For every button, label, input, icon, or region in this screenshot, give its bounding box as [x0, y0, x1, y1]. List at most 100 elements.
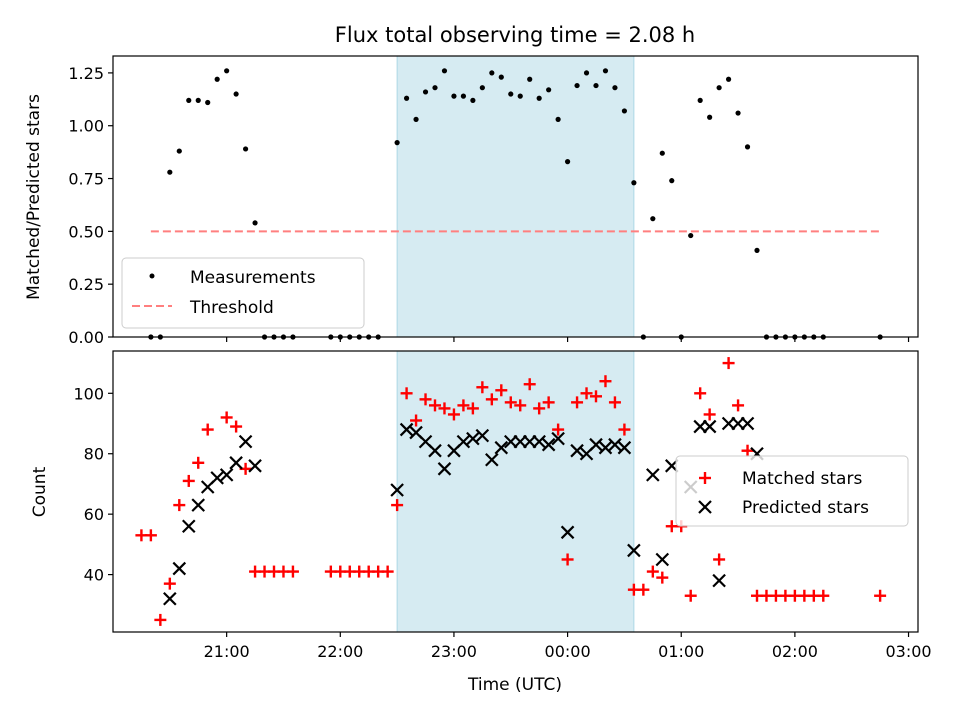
measurement-point — [546, 87, 552, 93]
measurement-point — [451, 93, 457, 99]
legend-matched-marker — [699, 472, 711, 484]
top-legend: Measurements Threshold — [121, 257, 365, 329]
matched-star-point — [504, 396, 517, 409]
matched-star-point — [542, 396, 555, 409]
matched-star-point — [684, 589, 697, 602]
matched-star-point — [154, 613, 167, 626]
matched-star-point — [400, 387, 413, 400]
measurement-point — [186, 97, 192, 103]
measurement-point — [650, 216, 656, 222]
measurement-point — [441, 68, 448, 74]
matched-star-point — [144, 529, 157, 542]
predicted-star-point — [740, 416, 755, 431]
top-panel: 0.00 0.25 0.50 0.75 1.00 1.25 Matched/Predict… — [24, 55, 919, 347]
matched-star-point — [722, 357, 735, 370]
matched-star-point — [533, 402, 546, 415]
measurement-point — [214, 76, 220, 82]
measurement-point — [697, 97, 703, 103]
predicted-star-point — [627, 543, 641, 558]
measurement-point — [754, 247, 760, 253]
matched-star-point — [817, 589, 830, 602]
predicted-star-point — [163, 591, 177, 606]
predicted-star-point — [570, 443, 584, 458]
highlight-span-rect — [396, 350, 635, 633]
matched-star-point — [447, 408, 460, 421]
matched-star-point — [590, 390, 602, 403]
matched-stars-points — [135, 357, 887, 626]
top-x-ticks — [226, 337, 910, 342]
y-tick-label: 0.00 — [68, 328, 104, 347]
measurement-point — [716, 85, 722, 91]
measurement-point — [527, 76, 533, 82]
matched-star-point — [457, 399, 470, 412]
predicted-star-point — [390, 483, 404, 497]
measurement-point — [707, 114, 713, 120]
predicted-star-point — [702, 419, 717, 434]
top-plot-frame — [112, 55, 919, 338]
measurement-point — [564, 159, 571, 165]
matched-star-point — [201, 423, 214, 436]
measurement-point — [669, 178, 675, 184]
measurement-point — [479, 85, 485, 91]
matched-star-point — [580, 387, 593, 400]
x-tick-label: 22:00 — [317, 642, 363, 661]
measurement-point — [735, 110, 741, 116]
measurement-point — [489, 70, 495, 76]
legend-predicted-marker — [698, 500, 712, 514]
predicted-star-point — [248, 459, 262, 473]
x-tick-label: 02:00 — [772, 642, 818, 661]
measurement-point — [167, 169, 173, 175]
predicted-star-point — [646, 468, 660, 482]
y-tick-label: 60 — [84, 505, 104, 524]
bottom-y-ticks: 40 60 80 100 — [73, 384, 113, 585]
measurement-point — [205, 99, 211, 106]
measurement-point — [621, 108, 628, 114]
measurement-point — [725, 76, 732, 82]
bottom-legend-box — [675, 455, 909, 527]
y-tick-label: 100 — [73, 384, 104, 403]
y-tick-label: 1.25 — [68, 64, 104, 83]
predicted-star-point — [485, 452, 499, 467]
top-y-ticks: 0.00 0.25 0.50 0.75 1.00 1.25 — [68, 64, 113, 347]
matched-star-point — [741, 444, 754, 457]
matched-star-point — [230, 420, 243, 433]
predicted-star-point — [598, 440, 613, 455]
matched-star-point — [608, 396, 621, 409]
matched-star-point — [713, 553, 726, 566]
measurement-point — [612, 85, 618, 91]
measurement-point — [394, 140, 400, 146]
measurement-point — [583, 70, 590, 76]
x-tick-label: 23:00 — [431, 642, 477, 661]
matched-star-point — [618, 423, 631, 436]
matched-star-point — [286, 565, 299, 578]
matched-star-point — [476, 381, 489, 394]
measurement-point — [432, 85, 438, 91]
matched-star-point — [656, 571, 669, 584]
bottom-highlight-span — [396, 350, 635, 633]
y-tick-label: 0.75 — [68, 170, 104, 189]
predicted-star-point — [210, 471, 224, 485]
measurement-point — [224, 68, 230, 74]
predicted-star-point — [541, 437, 556, 452]
matched-star-point — [485, 393, 498, 406]
matched-star-point — [429, 399, 441, 412]
predicted-star-point — [560, 525, 575, 540]
y-tick-label: 0.25 — [68, 275, 104, 294]
measurement-point — [403, 95, 410, 101]
measurement-point — [470, 97, 476, 103]
x-tick-label: 03:00 — [885, 642, 931, 661]
measurement-point — [593, 82, 599, 89]
predicted-star-point — [172, 561, 187, 576]
measurement-point — [176, 148, 182, 154]
matched-star-point — [173, 499, 186, 512]
top-highlight-span — [396, 55, 635, 338]
predicted-star-point — [589, 437, 603, 452]
measurement-point — [413, 116, 419, 122]
y-tick-label: 1.00 — [68, 117, 104, 136]
matched-star-point — [220, 411, 233, 424]
matched-star-point — [514, 399, 527, 412]
matched-star-point — [381, 565, 394, 578]
matched-star-point — [163, 577, 176, 590]
predicted-star-point — [437, 462, 452, 476]
